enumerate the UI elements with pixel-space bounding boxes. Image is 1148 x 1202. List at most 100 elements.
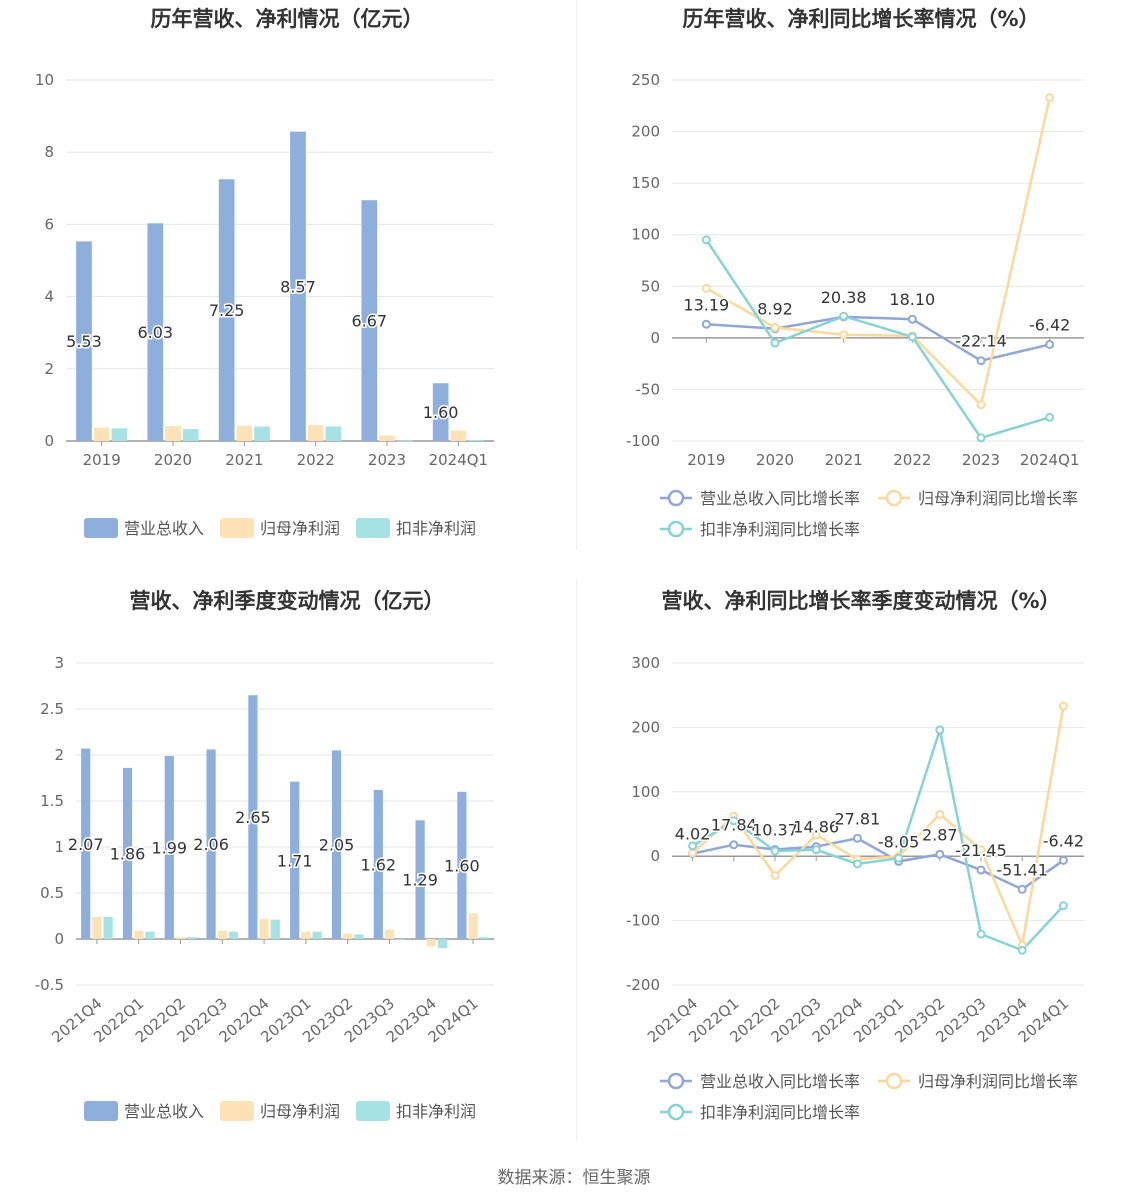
vertical-divider-top	[576, 0, 577, 550]
series-point-2	[1045, 412, 1055, 422]
bar-net-profit	[426, 939, 436, 947]
series-point-1	[1058, 701, 1068, 711]
bar-revenue	[457, 791, 467, 939]
y-tick-label: 2	[44, 360, 54, 378]
data-label: 8.57	[280, 277, 316, 296]
series-line-1	[705, 97, 1051, 408]
bar-net-profit	[468, 913, 478, 939]
quarterly-revenue-profit-svg: 营收、净利季度变动情况（亿元）-0.500.511.522.532021Q420…	[35, 589, 494, 1121]
data-label: -6.42	[1043, 831, 1084, 850]
series-point-1	[1045, 93, 1055, 103]
y-tick-label: 2	[54, 746, 64, 764]
bar-net-profit	[384, 929, 395, 939]
legend-label: 营业总收入	[124, 519, 204, 538]
bar-deducted-profit	[396, 440, 413, 442]
bar-deducted-profit	[254, 426, 270, 441]
data-label: 27.81	[834, 809, 880, 828]
series-point-0	[1045, 339, 1055, 349]
bar-revenue	[218, 179, 235, 441]
legend-label: 归母净利润同比增长率	[918, 1072, 1078, 1091]
data-source-footer: 数据来源：恒生聚源	[497, 1168, 651, 1188]
series-point-2	[729, 816, 739, 826]
x-tick-label: 2022	[297, 451, 335, 469]
data-label: -22.14	[955, 332, 1007, 351]
y-tick-label: 150	[631, 174, 660, 192]
y-tick-label: 1	[54, 838, 64, 856]
series-point-0	[729, 840, 739, 850]
x-tick-label: 2024Q1	[429, 451, 489, 469]
series-line-1	[691, 705, 1065, 950]
bar-revenue	[206, 749, 216, 939]
legend-marker	[667, 520, 685, 538]
data-label: 2.07	[68, 835, 104, 854]
quarterly-growth-chart: 营收、净利同比增长率季度变动情况（%） -200 -100 0 100 200 300 202…	[574, 578, 1148, 1148]
data-label: 17.84	[711, 816, 757, 835]
x-tick-label: 2019	[687, 451, 725, 469]
legend-swatch	[84, 518, 118, 538]
legend-label: 归母净利润	[260, 1102, 340, 1121]
series-point-2	[976, 433, 986, 443]
bar-net-profit	[259, 918, 269, 939]
bar-deducted-profit	[228, 931, 239, 939]
bar-revenue	[76, 241, 92, 441]
y-tick-label: 0	[650, 847, 660, 865]
data-label: 10.37	[752, 821, 798, 840]
series-point-2	[1017, 945, 1027, 955]
bar-net-profit	[301, 931, 311, 939]
legend-swatch	[220, 1101, 254, 1121]
legend-marker	[667, 1103, 685, 1121]
data-label: -21.45	[955, 841, 1007, 860]
x-tick-label: 2024Q1	[1020, 451, 1080, 469]
y-tick-label: 2.5	[40, 700, 64, 718]
data-label: 2.06	[193, 835, 229, 854]
bar-deducted-profit	[468, 439, 484, 441]
data-label: 1.60	[423, 403, 459, 422]
legend-label: 营业总收入同比增长率	[700, 489, 860, 508]
y-tick-label: 200	[631, 123, 660, 141]
data-label: 2.87	[922, 825, 958, 844]
y-tick-label: 50	[641, 277, 660, 295]
bar-revenue	[290, 131, 306, 442]
series-point-1	[839, 330, 849, 340]
data-label: 1.60	[444, 856, 480, 875]
legend-marker	[885, 1072, 903, 1090]
bar-revenue	[373, 789, 383, 939]
series-point-1	[770, 323, 780, 333]
series-point-0	[976, 356, 986, 366]
legend-marker	[667, 1072, 685, 1090]
bar-deducted-profit	[103, 916, 113, 939]
series-point-2	[839, 311, 849, 321]
y-tick-label: -100	[626, 912, 660, 930]
y-tick-label: 6	[44, 215, 54, 233]
series-point-2	[688, 841, 698, 851]
bar-net-profit	[165, 426, 181, 441]
bar-revenue	[122, 767, 133, 939]
legend-marker	[667, 489, 685, 507]
bar-deducted-profit	[354, 934, 364, 939]
legend-label: 营业总收入	[124, 1102, 204, 1121]
legend-label: 扣非净利润	[396, 1102, 476, 1121]
legend-label: 营业总收入同比增长率	[700, 1072, 860, 1091]
bar-revenue	[164, 755, 174, 939]
legend-swatch	[220, 518, 254, 538]
data-label: 1.99	[151, 838, 187, 857]
series-point-2	[907, 332, 917, 342]
bar-deducted-profit	[479, 937, 489, 939]
bar-revenue	[248, 695, 258, 939]
series-point-0	[976, 865, 986, 875]
data-label: -51.41	[996, 860, 1048, 879]
x-tick-label: 2020	[154, 451, 192, 469]
series-point-1	[701, 283, 711, 293]
chart-title: 历年营收、净利同比增长率情况（%）	[682, 7, 1039, 31]
bar-net-profit	[92, 916, 102, 939]
data-label: 2.65	[235, 808, 271, 827]
x-tick-label: 2019	[83, 451, 121, 469]
annual-growth-chart: 历年营收、净利同比增长率情况（%） -100 -50 0 50 100 150 200 250 2…	[574, 0, 1148, 560]
legend-label: 扣非净利润同比增长率	[700, 1103, 860, 1122]
y-tick-label: 100	[631, 783, 660, 801]
bar-net-profit	[236, 425, 253, 441]
bar-net-profit	[217, 930, 227, 939]
bar-deducted-profit	[187, 937, 197, 939]
y-tick-label: 250	[631, 71, 660, 89]
series-point-1	[770, 871, 780, 881]
